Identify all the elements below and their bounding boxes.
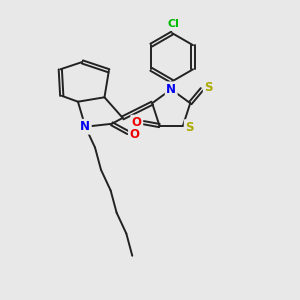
Text: N: N — [166, 83, 176, 96]
Text: Cl: Cl — [168, 19, 179, 29]
Text: S: S — [204, 81, 213, 94]
Text: N: N — [80, 120, 90, 133]
Text: O: O — [132, 116, 142, 129]
Text: S: S — [185, 121, 194, 134]
Text: O: O — [130, 128, 140, 141]
